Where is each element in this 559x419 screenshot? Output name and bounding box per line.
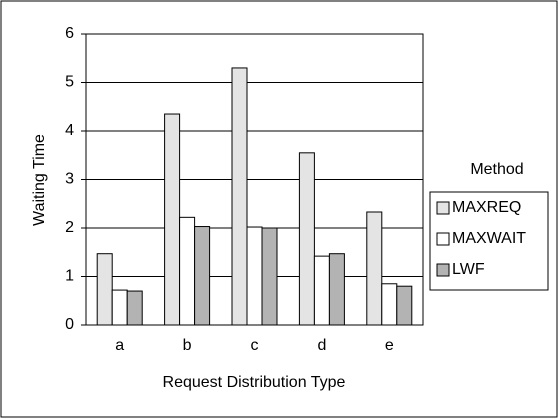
y-tick-label: 6: [65, 25, 74, 42]
bar: [194, 226, 211, 326]
bar: [179, 216, 196, 326]
y-tick-label: 3: [65, 171, 74, 188]
bar: [261, 227, 278, 326]
legend-swatch: [436, 232, 450, 246]
bar: [328, 253, 345, 326]
legend-swatch: [436, 263, 450, 277]
x-axis-title: Request Distribution Type: [163, 374, 346, 391]
y-axis-title: Waiting Time: [31, 134, 48, 226]
y-tick-label: 0: [65, 316, 74, 333]
legend-label: MAXWAIT: [452, 230, 526, 247]
y-tick-label: 5: [65, 74, 74, 91]
legend-title: Method: [470, 161, 523, 178]
bar: [246, 226, 263, 326]
bar: [396, 285, 413, 326]
bar: [231, 67, 248, 326]
x-tick-label: b: [183, 337, 192, 354]
bar: [366, 211, 383, 326]
y-tick-label: 2: [65, 219, 74, 236]
x-tick-label: d: [317, 337, 326, 354]
legend-label: LWF: [452, 261, 485, 278]
bar: [381, 283, 398, 326]
legend-label: MAXREQ: [452, 199, 521, 216]
bar: [313, 255, 330, 326]
x-tick-label: c: [251, 337, 259, 354]
bar: [96, 253, 113, 326]
x-tick-label: a: [115, 337, 124, 354]
y-tick-label: 4: [65, 122, 74, 139]
bar: [164, 113, 181, 326]
x-tick-label: e: [385, 337, 394, 354]
bar: [126, 290, 143, 326]
bar: [298, 152, 315, 326]
bar: [111, 289, 128, 326]
legend-box: [429, 191, 549, 291]
legend-swatch: [436, 201, 450, 215]
y-tick-label: 1: [65, 268, 74, 285]
